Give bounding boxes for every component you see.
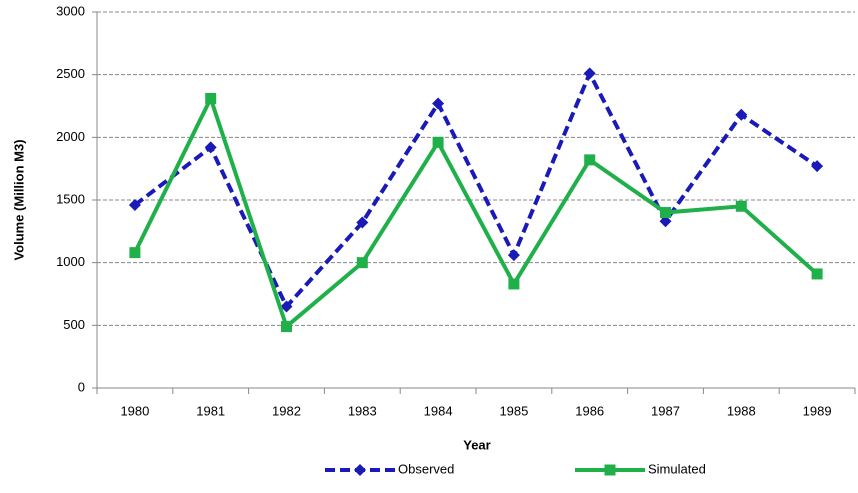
legend-marker [354,464,366,476]
data-point [659,215,672,228]
x-tick-label: 1989 [803,403,832,418]
data-point [281,321,292,333]
y-tick-label: 2000 [56,129,85,144]
x-tick-label: 1986 [575,403,604,418]
x-tick-label: 1981 [196,403,225,418]
data-point [811,268,823,280]
x-tick-label: 1982 [272,403,301,418]
y-tick-label: 1000 [56,254,85,269]
y-tick-label: 500 [63,317,85,332]
data-point [735,200,747,212]
x-tick-label: 1984 [424,403,453,418]
legend-label: Observed [398,461,454,476]
data-point [129,247,141,259]
x-tick-label: 1980 [120,403,149,418]
data-point [735,108,748,121]
x-tick-label: 1987 [651,403,680,418]
series-line [133,68,819,311]
y-tick-label: 3000 [56,3,85,18]
x-tick-label: 1988 [727,403,756,418]
y-tick-label: 0 [78,379,85,394]
data-point [583,67,596,80]
legend-label: Simulated [648,461,706,476]
x-axis-label: Year [463,437,490,452]
data-point [432,136,444,148]
x-tick-label: 1985 [499,403,528,418]
data-point [584,154,596,166]
data-point [507,249,520,262]
data-point [280,300,293,313]
y-axis-label: Volume (Million M3) [11,139,26,260]
data-point [811,160,824,173]
x-tick-label: 1983 [348,403,377,418]
y-tick-label: 2500 [56,66,85,81]
data-point [432,97,445,110]
legend-marker [604,464,616,476]
data-point [660,207,671,219]
data-point [356,257,368,269]
data-point [508,278,520,290]
series-line [133,93,819,331]
data-point [204,141,217,154]
data-point [356,216,369,229]
data-point [205,92,217,104]
y-tick-label: 1500 [56,191,85,206]
data-point [128,199,141,212]
